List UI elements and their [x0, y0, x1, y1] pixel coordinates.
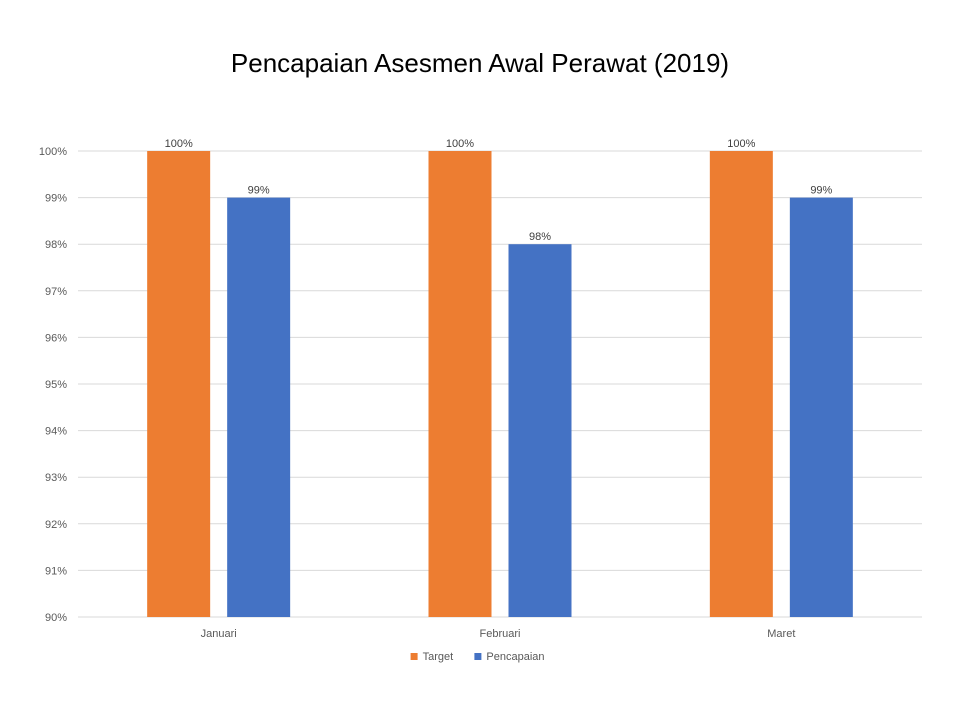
y-tick-label: 96% — [45, 332, 67, 344]
bar-pencapaian — [508, 244, 572, 617]
y-tick-label: 95% — [45, 379, 67, 391]
y-tick-label: 98% — [45, 239, 67, 251]
legend-swatch — [410, 653, 418, 660]
y-tick-label: 90% — [45, 612, 67, 624]
data-label: 99% — [248, 185, 270, 197]
y-tick-label: 92% — [45, 519, 67, 531]
legend-label: Pencapaian — [486, 651, 544, 663]
bar-target — [709, 151, 773, 617]
x-tick-label: Maret — [767, 628, 795, 640]
y-tick-label: 93% — [45, 472, 67, 484]
x-tick-label: Februari — [480, 628, 521, 640]
y-tick-label: 99% — [45, 193, 67, 205]
data-label: 100% — [446, 138, 474, 150]
legend-label: Target — [423, 651, 454, 663]
data-label: 100% — [727, 138, 755, 150]
y-tick-label: 91% — [45, 565, 67, 577]
legend-swatch — [474, 653, 482, 660]
y-tick-label: 97% — [45, 286, 67, 298]
data-label: 98% — [529, 231, 551, 243]
bar-pencapaian — [789, 197, 853, 617]
bar-pencapaian — [227, 197, 291, 617]
data-label: 100% — [165, 138, 193, 150]
bar-target — [428, 151, 492, 617]
data-label: 99% — [810, 185, 832, 197]
chart-title: Pencapaian Asesmen Awal Perawat (2019) — [230, 48, 730, 78]
x-tick-label: Januari — [201, 628, 237, 640]
bar-target — [147, 151, 211, 617]
y-tick-label: 100% — [39, 146, 67, 158]
y-tick-label: 94% — [45, 426, 67, 438]
